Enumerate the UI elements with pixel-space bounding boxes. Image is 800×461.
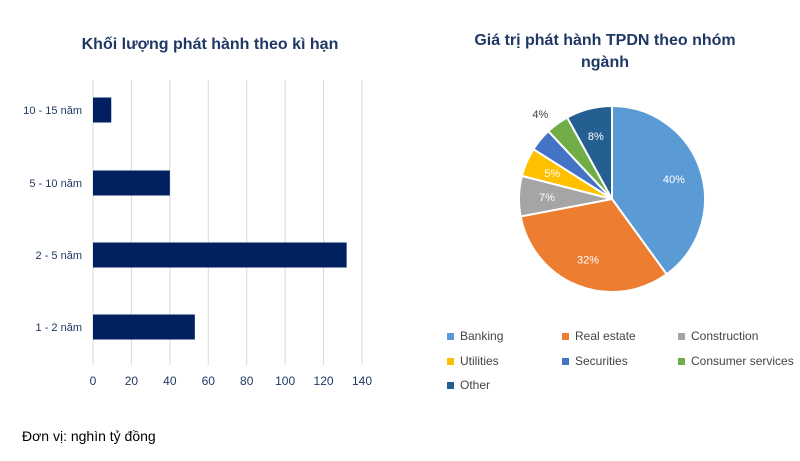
legend-swatch	[562, 357, 569, 365]
legend-item: Securities	[562, 354, 628, 368]
legend-label: Consumer services	[691, 354, 794, 368]
x-tick-label: 0	[90, 374, 97, 388]
x-tick-label: 60	[202, 374, 216, 388]
pie-slice	[611, 104, 706, 276]
x-tick-label: 140	[352, 374, 372, 388]
legend-swatch	[678, 357, 685, 365]
y-tick-label: 2 - 5 năm	[36, 250, 82, 262]
bar	[93, 170, 170, 196]
legend-swatch	[447, 332, 454, 340]
unit-note: Đơn vị: nghìn tỷ đồng	[22, 428, 156, 444]
legend-label: Banking	[460, 329, 504, 343]
y-tick-label: 5 - 10 năm	[29, 178, 82, 190]
x-tick-label: 100	[275, 374, 295, 388]
legend-item: Consumer services	[678, 354, 794, 368]
legend-item: Banking	[447, 329, 503, 343]
x-tick-label: 120	[314, 374, 334, 388]
pie-data-label: 40%	[663, 174, 685, 186]
legend-label: Real estate	[575, 329, 636, 343]
x-tick-label: 80	[240, 374, 254, 388]
x-tick-label: 20	[125, 374, 139, 388]
legend-swatch	[678, 332, 685, 340]
pie-data-label: 5%	[544, 168, 560, 180]
legend-label: Securities	[575, 354, 628, 368]
y-tick-label: 10 - 15 năm	[23, 105, 82, 117]
legend-item: Construction	[678, 329, 758, 343]
legend-label: Utilities	[460, 354, 499, 368]
pie-slice	[565, 104, 613, 200]
legend-label: Other	[460, 378, 491, 392]
bar	[93, 242, 347, 268]
legend-item: Utilities	[447, 354, 499, 368]
legend-swatch	[447, 357, 454, 365]
legend-item: Other	[447, 378, 490, 392]
pie-chart-title: Giá trị phát hành TPDN theo nhóm ngành	[474, 32, 736, 71]
legend-item: Real estate	[562, 329, 636, 343]
bar	[93, 97, 112, 123]
pie-slice	[519, 197, 669, 293]
legend-label: Construction	[691, 329, 759, 343]
legend-swatch	[447, 381, 454, 389]
x-tick-label: 40	[163, 374, 177, 388]
bar	[93, 314, 195, 340]
legend-swatch	[562, 332, 569, 340]
y-tick-label: 1 - 2 năm	[36, 322, 82, 334]
bar-chart-title: Khối lượng phát hành theo kì hạn	[81, 36, 339, 53]
pie-data-label: 7%	[539, 192, 555, 204]
pie-data-label: 32%	[577, 255, 599, 267]
pie-data-label: 4%	[532, 109, 548, 121]
pie-data-label: 8%	[588, 131, 604, 143]
